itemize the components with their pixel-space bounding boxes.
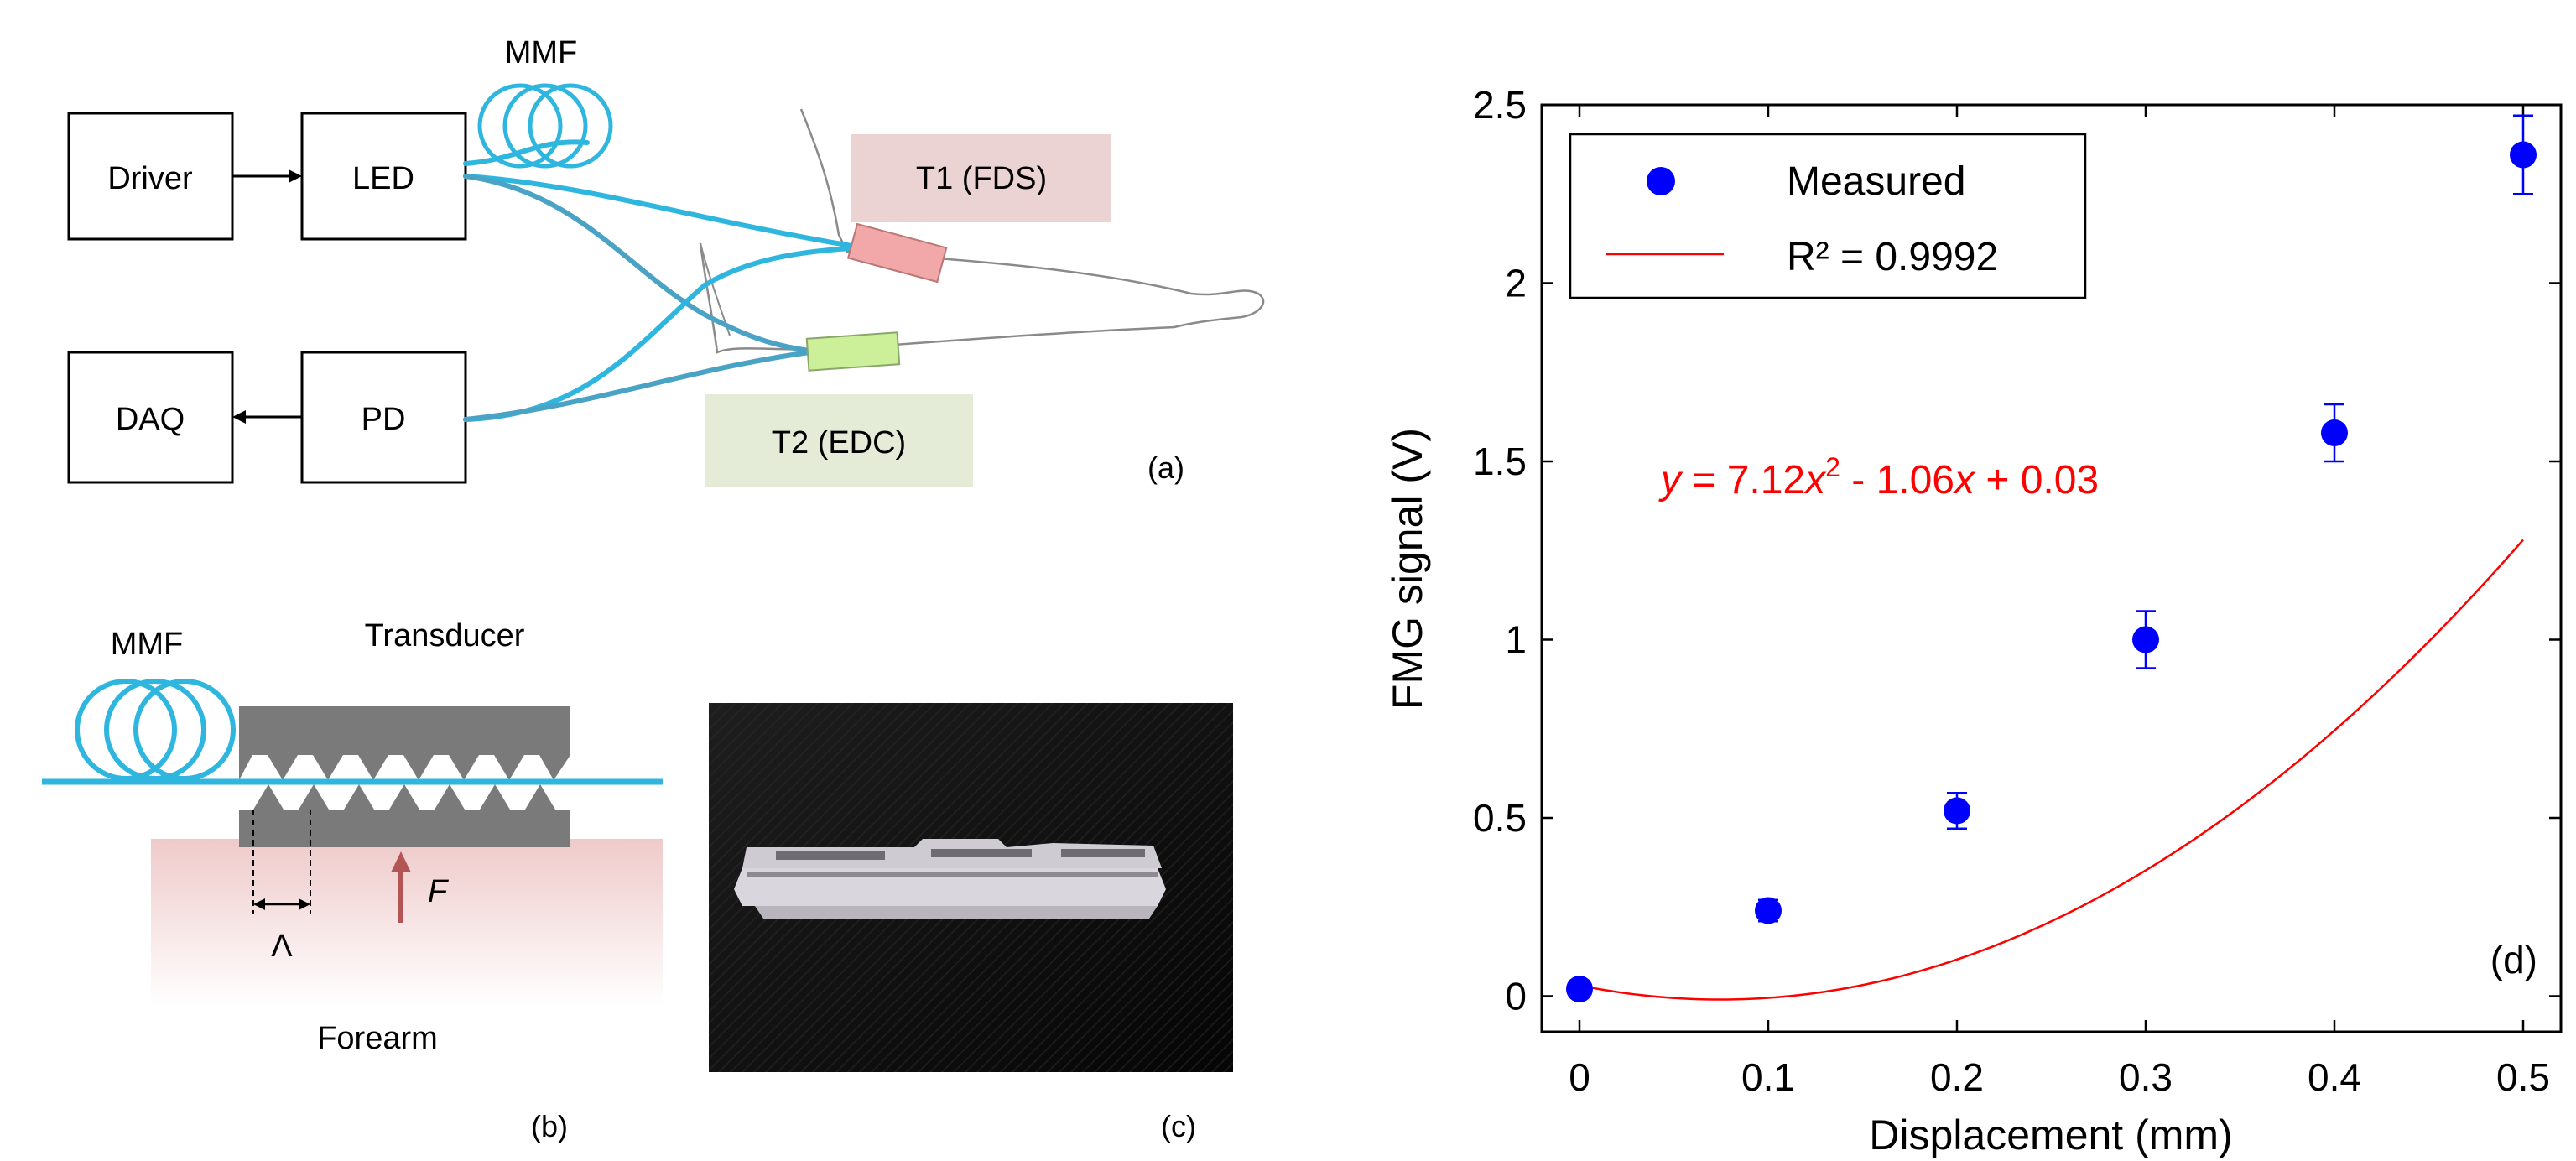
transducer-photo	[734, 839, 1166, 919]
top-plate	[239, 706, 570, 780]
eq-x1: x	[1803, 458, 1827, 502]
data-point	[2510, 141, 2537, 169]
t1-label-box	[851, 134, 1111, 222]
panel-d-chart: 0 0.1 0.2 0.3 0.4 0.5 0 0.5 1 1.5 2 2.5 Measured R…	[1384, 83, 2563, 1158]
legend-measured-label: Measured	[1787, 159, 1965, 204]
x-axis-ticks: 0 0.1 0.2 0.3 0.4 0.5	[1569, 105, 2550, 1099]
x-tick-label: 0.1	[1741, 1055, 1795, 1099]
y-tick-label: 0.5	[1473, 796, 1527, 840]
y-axis-label: FMG signal (V)	[1384, 428, 1431, 710]
led-label: LED	[352, 161, 414, 196]
transducer-label: Transducer	[365, 618, 525, 653]
mmf-coil-a	[477, 83, 613, 169]
legend-box	[1569, 133, 2087, 299]
data-point	[1755, 897, 1782, 924]
t1-transducer	[846, 222, 948, 284]
data-point	[1566, 976, 1593, 1002]
y-tick-label: 1.5	[1473, 440, 1527, 483]
bottom-plate	[239, 784, 570, 847]
panel-c-photo: (c)	[709, 703, 1233, 1143]
t2-label: T2 (EDC)	[772, 425, 906, 461]
measured-points	[1566, 114, 2537, 1002]
x-axis-label: Displacement (mm)	[1869, 1112, 2232, 1158]
mmf-coil-b	[75, 679, 236, 781]
period-arrowhead-left	[253, 898, 265, 910]
fit-equation: y = 7.12x2 - 1.06x + 0.03	[1658, 452, 2099, 502]
panel-b-transducer-schematic: MMF Transducer Λ F Forearm (b)	[42, 618, 663, 1143]
force-label: F	[428, 874, 449, 909]
eq-x2: x	[1953, 458, 1976, 502]
y-tick-label: 0	[1505, 975, 1527, 1018]
daq-block	[67, 351, 234, 484]
y-tick-label: 2	[1505, 262, 1527, 305]
eq-lead: = 7.12	[1681, 458, 1805, 502]
y-tick-label: 1	[1505, 618, 1527, 662]
eq-mid: - 1.06	[1840, 458, 1954, 502]
t2-transducer	[805, 331, 901, 372]
led-block	[300, 112, 467, 241]
y-tick-label: 2.5	[1473, 83, 1527, 127]
fit-curve	[1579, 539, 2524, 1001]
x-tick-label: 0.2	[1930, 1055, 1984, 1099]
period-label: Λ	[271, 929, 293, 964]
arrowhead-led	[289, 169, 302, 183]
panel-c-label: (c)	[1161, 1109, 1196, 1143]
eq-y: y	[1658, 458, 1684, 502]
optical-fibers	[463, 139, 854, 422]
forearm-label: Forearm	[317, 1021, 438, 1056]
data-point	[2321, 419, 2348, 446]
period-arrowhead-right	[299, 898, 310, 910]
mmf-label-a: MMF	[505, 35, 578, 70]
panel-d-label: (d)	[2490, 938, 2537, 981]
panel-a-label: (a)	[1147, 450, 1184, 485]
pd-label: PD	[362, 402, 406, 437]
x-tick-label: 0	[1569, 1055, 1590, 1099]
panel-a-system-diagram: Driver LED DAQ PD MMF T1 (FDS)	[67, 35, 1265, 487]
x-tick-label: 0.4	[2308, 1055, 2361, 1099]
force-arrowhead	[391, 851, 411, 872]
y-axis-ticks: 0 0.5 1 1.5 2 2.5	[1473, 83, 2561, 1018]
panel-b-label: (b)	[531, 1109, 568, 1143]
x-tick-label: 0.5	[2496, 1055, 2550, 1099]
eq-sup: 2	[1825, 452, 1840, 482]
mmf-label-b: MMF	[111, 627, 184, 662]
driver-label: Driver	[107, 161, 193, 196]
arrowhead-daq	[232, 410, 246, 424]
legend-fit-label: R² = 0.9992	[1787, 235, 1998, 279]
data-point	[1944, 797, 1970, 825]
chart-plot-area	[1540, 103, 2563, 1033]
driver-block	[67, 112, 234, 241]
eq-tail: + 0.03	[1975, 458, 2099, 502]
t2-label-box	[705, 394, 973, 487]
daq-label: DAQ	[116, 402, 185, 437]
t1-label: T1 (FDS)	[916, 161, 1047, 196]
data-point	[2132, 626, 2159, 653]
x-tick-label: 0.3	[2119, 1055, 2173, 1099]
legend-measured-marker	[1647, 167, 1675, 195]
